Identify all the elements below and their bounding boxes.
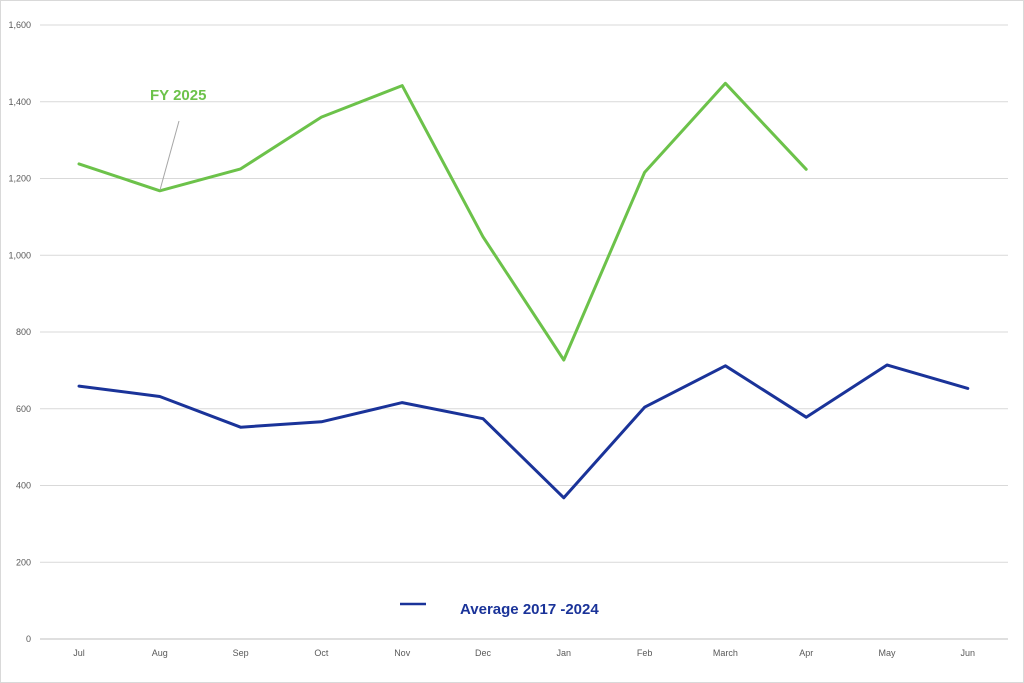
y-tick-label: 200 (16, 557, 31, 567)
y-tick-label: 1,600 (8, 20, 31, 30)
y-tick-label: 1,400 (8, 97, 31, 107)
fy-2025-line (77, 81, 808, 362)
y-tick-label: 400 (16, 481, 31, 491)
x-tick-label: Apr (799, 648, 813, 658)
average-2017-2024-line (77, 363, 970, 500)
x-tick-label: Sep (233, 648, 249, 658)
x-tick-label: Feb (637, 648, 653, 658)
y-tick-label: 600 (16, 404, 31, 414)
y-axis: 0 200 400 600 800 1,000 1,200 1,400 1,600 (8, 20, 31, 644)
x-tick-label: Oct (314, 648, 329, 658)
gridlines (40, 24, 1008, 640)
fy-annotation-pointer (159, 120, 180, 191)
fy-2025-annotation: FY 2025 (150, 87, 206, 104)
x-axis: Jul Aug Sep Oct Nov Dec Jan Feb March Apr May Jun (73, 648, 975, 658)
x-tick-label: Aug (152, 648, 168, 658)
x-tick-label: Jan (557, 648, 572, 658)
x-tick-label: Dec (475, 648, 492, 658)
series-lines (77, 81, 970, 500)
x-tick-label: March (713, 648, 738, 658)
x-tick-label: Jul (73, 648, 85, 658)
average-2017-2024-annotation: Average 2017 -2024 (460, 601, 599, 618)
y-tick-label: 0 (26, 634, 31, 644)
x-tick-label: Jun (961, 648, 976, 658)
x-tick-label: May (878, 648, 896, 658)
y-tick-label: 1,000 (8, 250, 31, 260)
y-tick-label: 1,200 (8, 174, 31, 184)
x-tick-label: Nov (394, 648, 411, 658)
y-tick-label: 800 (16, 327, 31, 337)
